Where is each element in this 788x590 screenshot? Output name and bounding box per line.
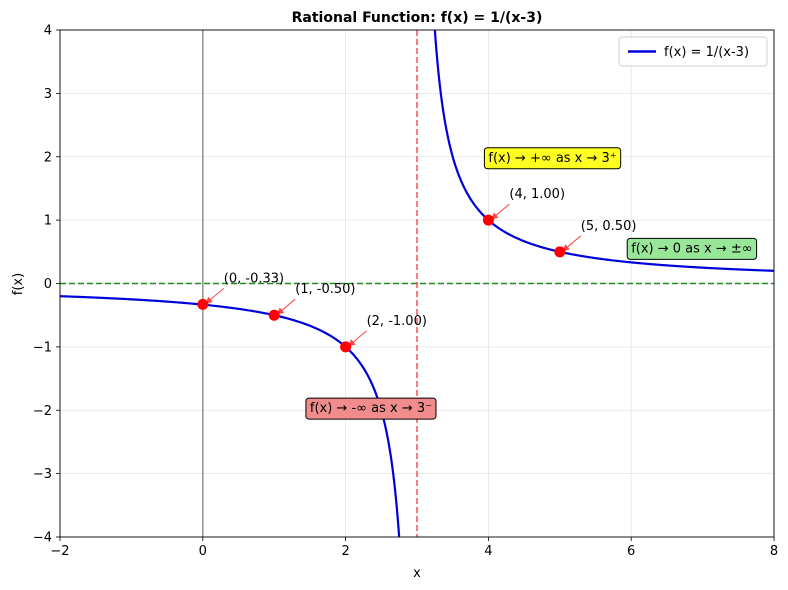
annotation-text: f(x) → +∞ as x → 3⁺: [488, 151, 616, 166]
plot-frame: [59, 29, 775, 538]
legend: f(x) = 1/(x-3): [618, 36, 768, 67]
x-axis-ticks: −2 0 2 4 6 8: [50, 537, 778, 559]
data-point: [340, 341, 352, 353]
plot-area: (0, -0.33) (1, -0.50) (2, -1.00) (4, 1.00) (…: [59, 29, 775, 538]
point-label: (0, -0.33): [224, 271, 284, 286]
x-axis-label: x: [413, 566, 421, 581]
point-arrow: [276, 298, 296, 315]
annotation: f(x) → 0 as x → ±∞: [626, 237, 758, 260]
y-tick-label: 1: [44, 214, 52, 229]
data-point: [197, 298, 209, 310]
x-tick-label: 6: [627, 544, 635, 559]
legend-frame: [618, 36, 768, 67]
annotation-text: f(x) → -∞ as x → 3⁻: [310, 401, 432, 416]
y-axis-label: f(x): [11, 273, 26, 295]
curve-left-branch: [60, 295, 401, 537]
chart-title: Rational Function: f(x) = 1/(x-3): [292, 10, 543, 26]
x-tick-label: −2: [50, 544, 69, 559]
y-tick-label: 3: [44, 87, 52, 102]
y-tick-label: −2: [33, 404, 52, 419]
point-label: (5, 0.50): [581, 219, 637, 234]
point-arrow: [348, 330, 367, 347]
x-tick-label: 2: [341, 544, 349, 559]
point-arrow: [490, 203, 510, 220]
data-point: [554, 246, 566, 258]
y-tick-label: −4: [33, 531, 52, 546]
legend-entry: f(x) = 1/(x-3): [664, 45, 749, 60]
point-arrow: [562, 235, 582, 252]
x-tick-label: 0: [199, 544, 207, 559]
y-axis-ticks: −4 −3 −2 −1 0 1 2 3 4: [33, 24, 60, 546]
y-tick-label: 4: [44, 24, 52, 39]
annotation-box: [626, 237, 758, 260]
point-label: (4, 1.00): [509, 187, 565, 202]
point-arrow: [205, 288, 225, 304]
y-tick-label: −1: [33, 340, 52, 355]
y-tick-label: 0: [44, 277, 52, 292]
y-tick-label: 2: [44, 150, 52, 165]
data-point: [482, 214, 494, 226]
annotation-box: [483, 147, 622, 170]
y-tick-label: −3: [33, 467, 52, 482]
data-point: [268, 309, 280, 321]
annotation: f(x) → +∞ as x → 3⁺: [483, 147, 622, 170]
point-label: (2, -1.00): [367, 314, 427, 329]
annotation-box: [305, 397, 437, 420]
annotation-text: f(x) → 0 as x → ±∞: [631, 241, 752, 256]
point-label: (1, -0.50): [295, 282, 355, 297]
annotation: f(x) → -∞ as x → 3⁻: [305, 397, 437, 420]
x-tick-label: 8: [770, 544, 778, 559]
x-tick-label: 4: [484, 544, 492, 559]
